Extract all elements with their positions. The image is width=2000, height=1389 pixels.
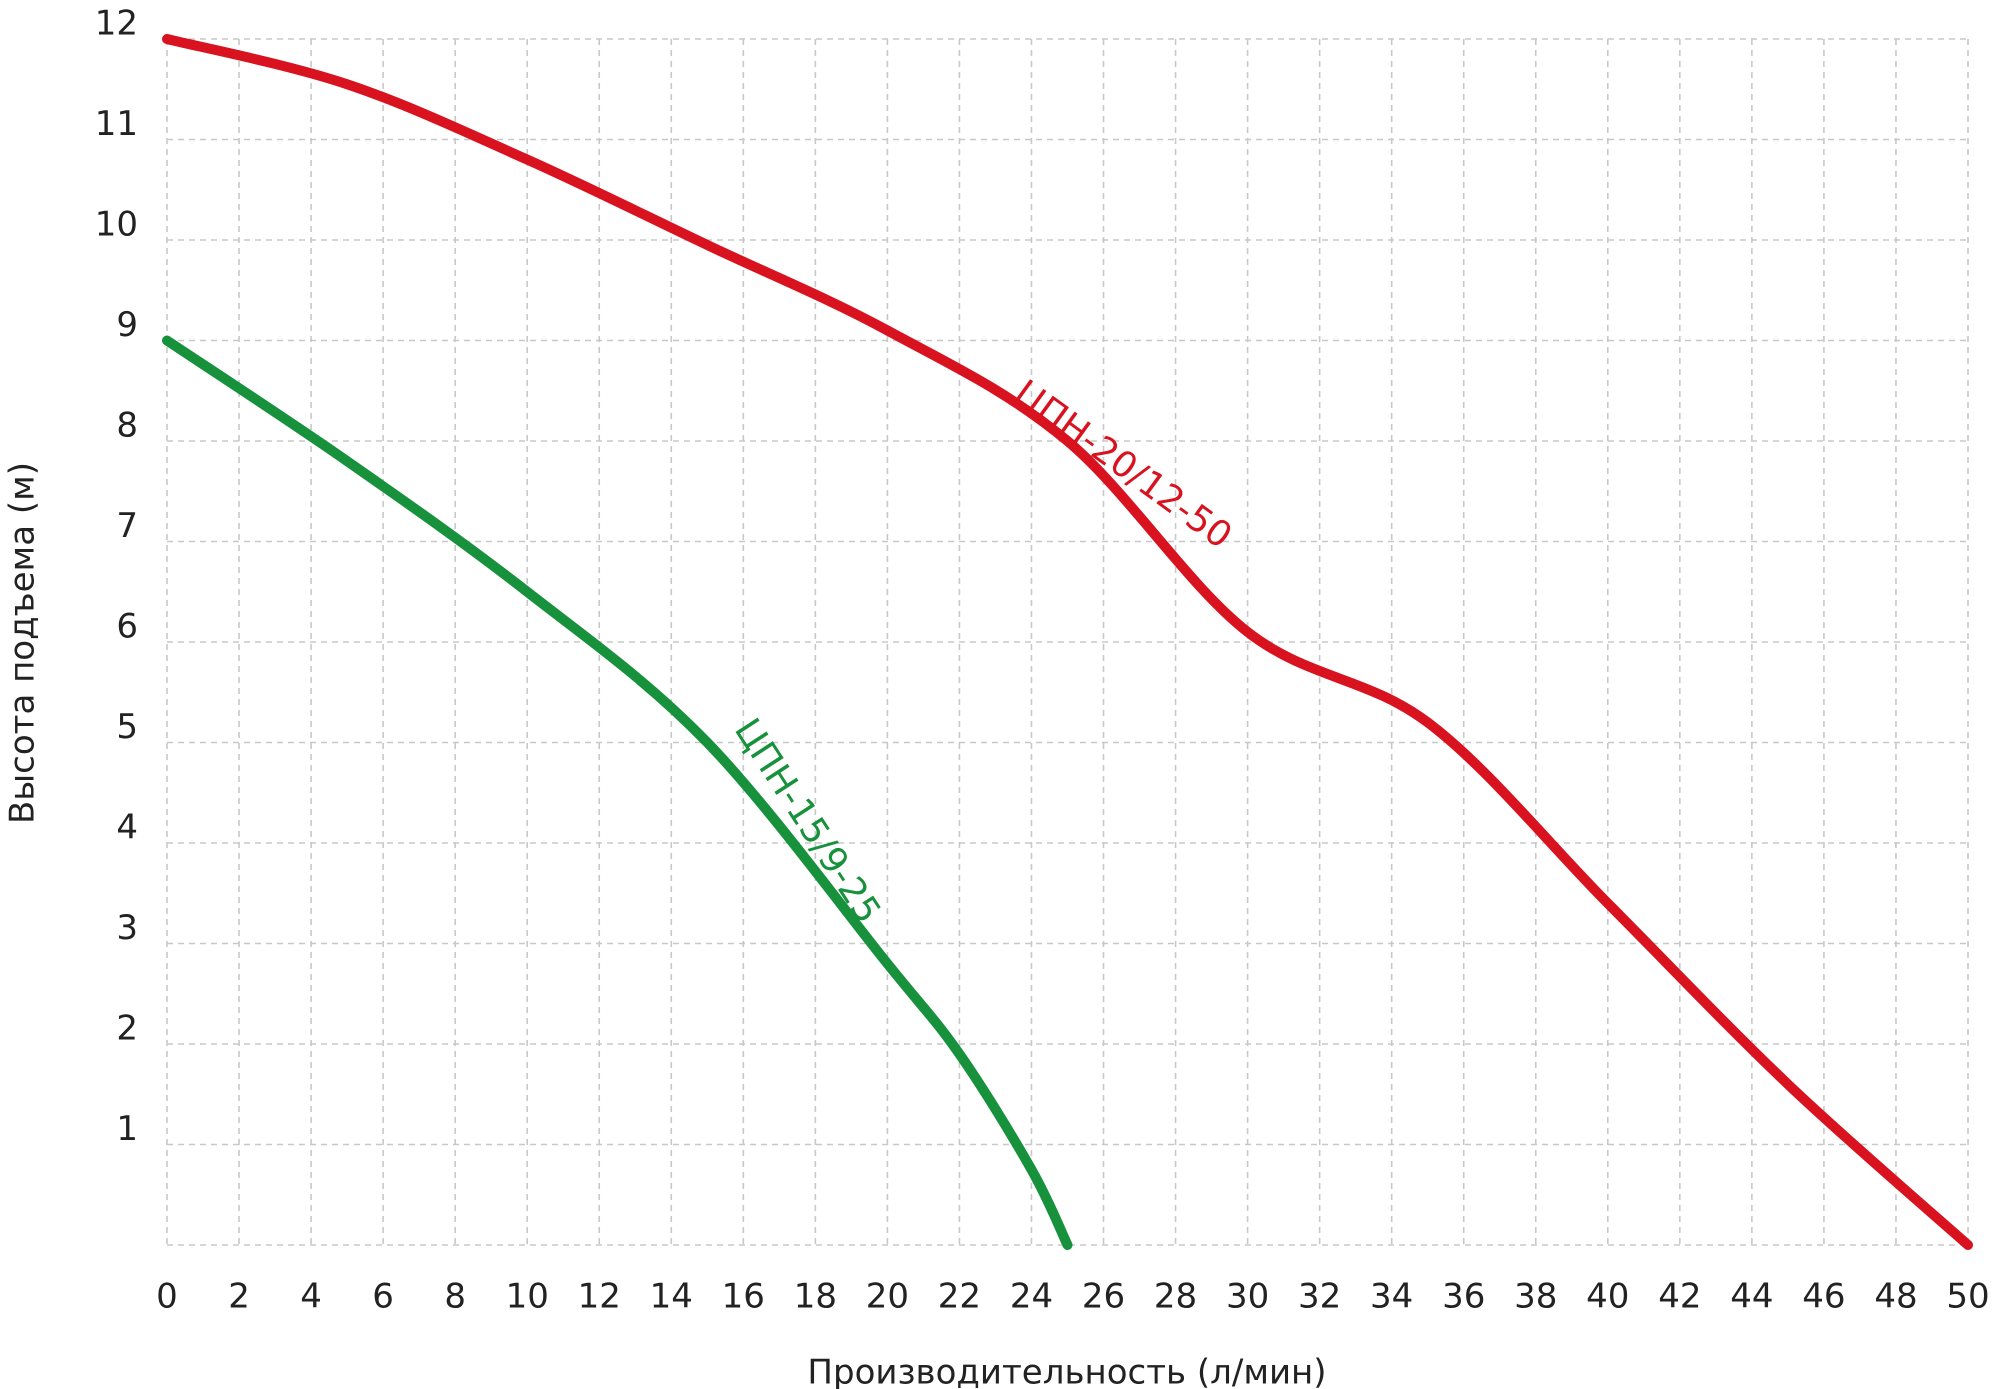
series-label: ЦПН-15/9-25 — [726, 712, 888, 931]
x-tick-label: 22 — [938, 1277, 981, 1317]
x-tick-label: 4 — [300, 1277, 322, 1317]
x-tick-label: 12 — [578, 1277, 621, 1317]
x-tick-label: 42 — [1658, 1277, 1701, 1317]
x-tick-label: 28 — [1154, 1277, 1197, 1317]
y-tick-label: 1 — [116, 1109, 138, 1149]
x-tick-label: 34 — [1370, 1277, 1413, 1317]
series-line — [162, 34, 1973, 1250]
y-tick-label: 9 — [116, 305, 138, 345]
x-tick-label: 24 — [1010, 1277, 1053, 1317]
x-tick-label: 48 — [1874, 1277, 1917, 1317]
y-tick-label: 7 — [116, 506, 138, 546]
x-tick-label: 18 — [794, 1277, 837, 1317]
x-tick-label: 40 — [1586, 1277, 1629, 1317]
y-tick-label: 6 — [116, 607, 138, 647]
y-tick-label: 3 — [116, 908, 138, 948]
x-tick-label: 32 — [1298, 1277, 1341, 1317]
x-tick-label: 2 — [228, 1277, 250, 1317]
x-tick-label: 0 — [156, 1277, 178, 1317]
y-tick-label: 10 — [95, 205, 138, 245]
y-tick-label: 11 — [95, 104, 138, 144]
x-tick-label: 36 — [1442, 1277, 1485, 1317]
x-tick-label: 10 — [506, 1277, 549, 1317]
x-tick-label: 50 — [1946, 1277, 1989, 1317]
y-axis-title: Высота подъема (м) — [3, 462, 43, 824]
y-tick-label: 12 — [95, 4, 138, 44]
curves — [162, 34, 1973, 1250]
y-tick-label: 5 — [116, 707, 138, 747]
labels: 0 2 4 6 8 10 12 14 16 18 20 22 24 26 28 30 32 34 36 38 40 42 4… — [95, 4, 1990, 1317]
grid — [166, 38, 1969, 1246]
x-tick-label: 20 — [866, 1277, 909, 1317]
y-tick-label: 8 — [116, 406, 138, 446]
y-tick-label: 4 — [116, 808, 138, 848]
x-tick-label: 26 — [1082, 1277, 1125, 1317]
x-tick-label: 8 — [444, 1277, 466, 1317]
x-axis-title: Производительность (л/мин) — [807, 1353, 1326, 1389]
x-tick-label: 14 — [650, 1277, 693, 1317]
x-tick-label: 6 — [372, 1277, 394, 1317]
x-tick-label: 16 — [722, 1277, 765, 1317]
x-tick-label: 30 — [1226, 1277, 1269, 1317]
x-tick-label: 44 — [1730, 1277, 1773, 1317]
y-tick-label: 2 — [116, 1009, 138, 1049]
x-tick-label: 38 — [1514, 1277, 1557, 1317]
series-line — [162, 335, 1073, 1250]
series-label: ЦПН-20/12-50 — [1007, 372, 1240, 557]
x-tick-label: 46 — [1802, 1277, 1845, 1317]
